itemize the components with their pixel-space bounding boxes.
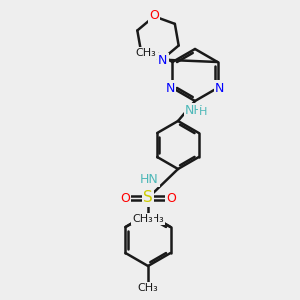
Text: N: N — [158, 54, 167, 67]
Text: HN: HN — [140, 173, 158, 186]
Text: NH: NH — [185, 104, 204, 118]
Text: S: S — [143, 190, 153, 206]
Text: O: O — [166, 191, 176, 205]
Text: N: N — [166, 82, 175, 94]
Text: N: N — [215, 82, 224, 94]
Text: CH₃: CH₃ — [138, 283, 158, 293]
Text: CH₃: CH₃ — [132, 214, 153, 224]
Text: CH₃: CH₃ — [135, 48, 156, 58]
Text: O: O — [149, 9, 159, 22]
Text: O: O — [120, 191, 130, 205]
Text: H: H — [199, 107, 208, 117]
Text: CH₃: CH₃ — [143, 214, 164, 224]
